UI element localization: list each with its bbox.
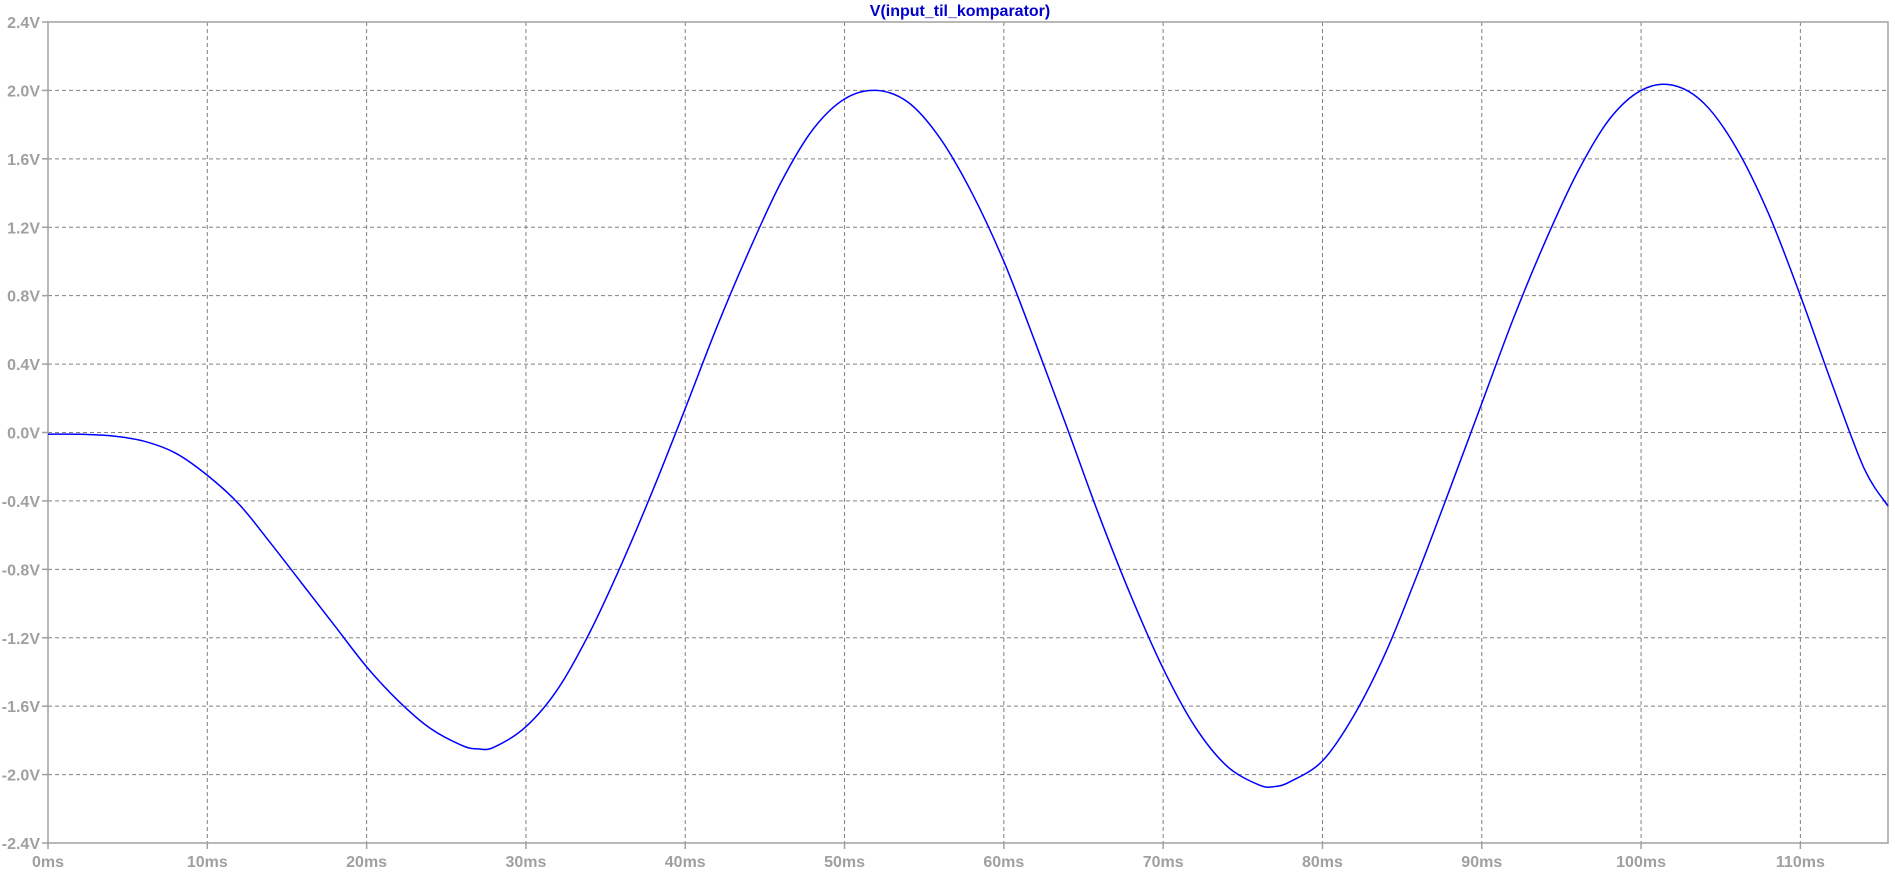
x-tick-label: 40ms — [665, 854, 706, 871]
x-tick-label: 110ms — [1776, 854, 1825, 871]
x-tick-label: 20ms — [346, 854, 387, 871]
x-tick-label: 30ms — [505, 854, 546, 871]
series-line — [47, 83, 1889, 788]
x-tick-label: 50ms — [824, 854, 865, 871]
y-tick-label: -2.0V — [2, 768, 41, 785]
y-tick-label: -2.4V — [2, 836, 41, 853]
y-tick-label: 0.0V — [7, 426, 40, 443]
x-tick-label: 10ms — [187, 854, 228, 871]
x-tick-label: 70ms — [1143, 854, 1184, 871]
x-tick-label: 0ms — [32, 854, 64, 871]
chart-title: V(input_til_komparator) — [870, 3, 1050, 20]
x-tick-label: 90ms — [1461, 854, 1502, 871]
y-tick-label: 1.6V — [7, 152, 40, 169]
y-tick-label: -0.4V — [2, 494, 41, 511]
y-tick-label: -1.2V — [2, 631, 41, 648]
grid — [48, 22, 1888, 843]
y-tick-label: -0.8V — [2, 562, 41, 579]
x-tick-label: 100ms — [1616, 854, 1666, 871]
x-tick-label: 60ms — [983, 854, 1024, 871]
y-tick-label: -1.6V — [2, 699, 41, 716]
y-axis-ticks: 2.4V 2.0V 1.6V 1.2V 0.8V 0.4V 0.0V -0.4V -0.8V -1… — [2, 15, 48, 853]
x-tick-label: 80ms — [1302, 854, 1343, 871]
y-tick-label: 1.2V — [7, 220, 40, 237]
series-layer — [47, 83, 1889, 788]
y-tick-label: 2.4V — [7, 15, 40, 32]
y-tick-label: 0.8V — [7, 289, 40, 306]
x-axis-ticks: 0ms 10ms 20ms 30ms 40ms 50ms 60ms 70ms 80ms 90ms 1… — [32, 843, 1825, 871]
y-tick-label: 2.0V — [7, 83, 40, 100]
y-tick-label: 0.4V — [7, 357, 40, 374]
